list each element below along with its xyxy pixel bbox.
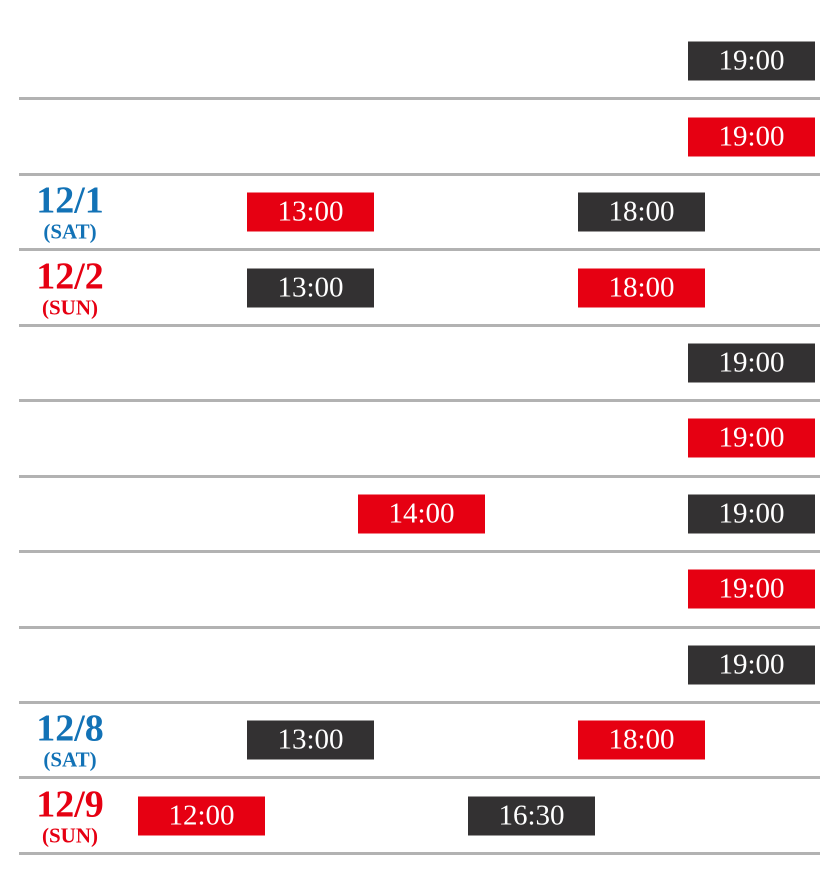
date-block: 12/9 (SUN) [30,785,110,846]
showtime-badge[interactable]: 16:30 [468,796,595,836]
showtime-badge[interactable]: 13:00 [247,268,374,308]
schedule-row: 19:00 [19,327,820,403]
schedule-row: 12/2 (SUN) 13:00 18:00 [19,251,820,327]
day-of-week-label: (SUN) [42,295,98,320]
date-block: 12/8 (SAT) [30,710,110,771]
schedule-row: 19:00 [19,553,820,629]
showtime-badge[interactable]: 18:00 [578,268,705,308]
day-of-week-label: (SAT) [43,219,97,244]
showtime-badge[interactable]: 19:00 [688,117,815,157]
showtime-badge[interactable]: 12:00 [138,796,265,836]
schedule-row: 12/1 (SAT) 13:00 18:00 [19,176,820,252]
schedule-row: 19:00 [19,100,820,176]
showtime-badge[interactable]: 19:00 [688,418,815,458]
schedule-row: 19:00 [19,402,820,478]
showtime-badge[interactable]: 13:00 [247,720,374,760]
day-of-week-label: (SAT) [43,747,97,772]
date-block: 12/2 (SUN) [30,257,110,318]
day-of-week-label: (SUN) [42,823,98,848]
showtime-badge[interactable]: 19:00 [688,343,815,383]
schedule-row: 14:00 19:00 [19,478,820,554]
schedule-table: 19:00 19:00 12/1 (SAT) 13:00 18:00 12/2 (SUN) 13… [19,25,820,855]
date-label: 12/8 [36,707,104,750]
schedule-row: 19:00 [19,25,820,101]
date-label: 12/1 [36,179,104,222]
showtime-badge[interactable]: 18:00 [578,720,705,760]
date-label: 12/2 [36,255,104,298]
showtime-badge[interactable]: 19:00 [688,494,815,534]
showtime-badge[interactable]: 13:00 [247,192,374,232]
showtime-badge[interactable]: 14:00 [358,494,485,534]
showtime-badge[interactable]: 19:00 [688,569,815,609]
showtime-badge[interactable]: 18:00 [578,192,705,232]
date-block: 12/1 (SAT) [30,182,110,243]
schedule-row: 19:00 [19,629,820,704]
showtime-badge[interactable]: 19:00 [688,41,815,81]
showtime-badge[interactable]: 19:00 [688,645,815,685]
date-label: 12/9 [36,783,104,826]
schedule-row: 12/8 (SAT) 13:00 18:00 [19,704,820,780]
schedule-row: 12/9 (SUN) 12:00 16:30 [19,779,820,855]
